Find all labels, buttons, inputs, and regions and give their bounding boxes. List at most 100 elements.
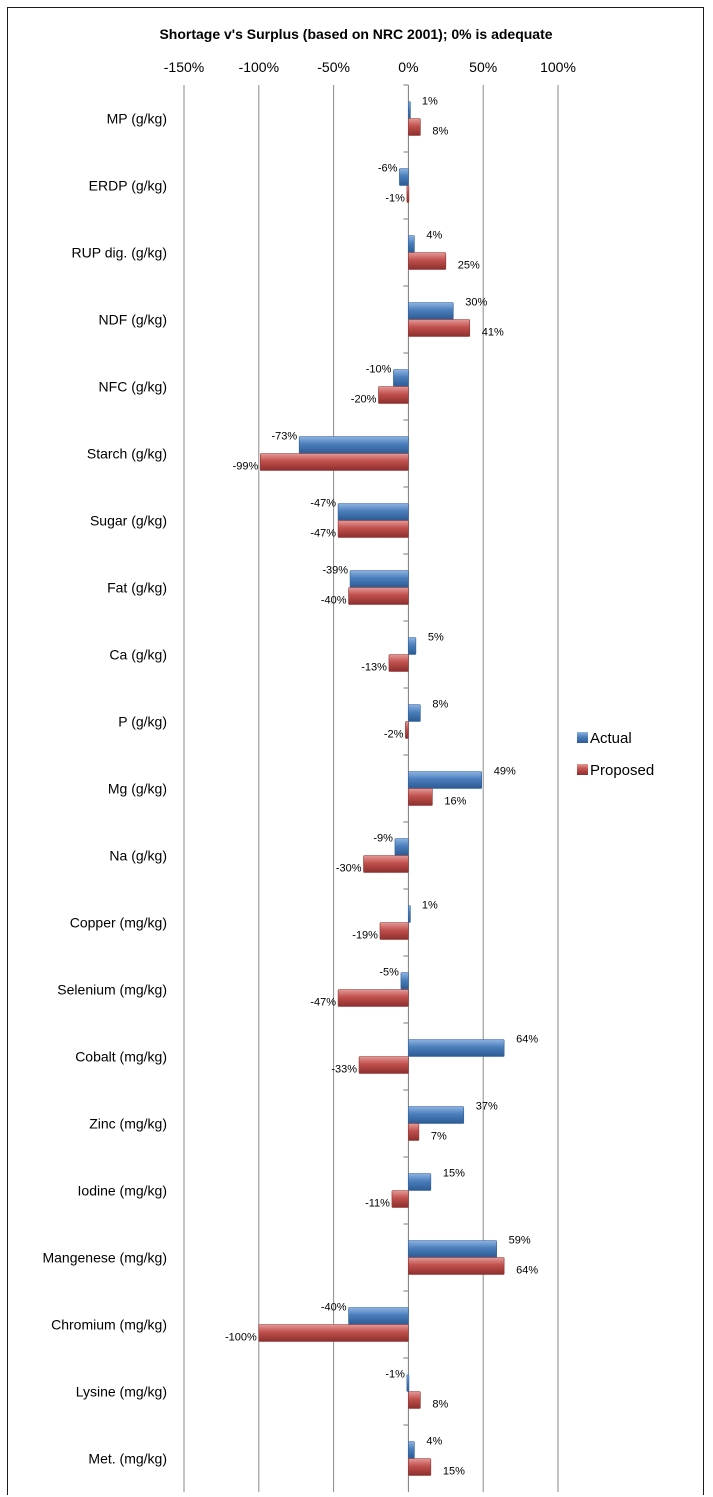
- data-label: 64%: [516, 1265, 538, 1277]
- legend-swatch-proposed: [577, 764, 588, 775]
- bar-actual: [408, 235, 415, 253]
- bar-actual: [408, 771, 483, 789]
- data-label: 7%: [431, 1131, 447, 1143]
- data-label: -5%: [379, 967, 399, 979]
- data-label: -10%: [366, 364, 392, 376]
- data-label: 4%: [426, 230, 442, 242]
- category-label: Mangenese (mg/kg): [42, 1250, 167, 1266]
- bar-actual: [408, 637, 417, 655]
- bar-actual: [408, 1039, 505, 1057]
- data-label: 15%: [443, 1466, 465, 1478]
- category-label: Cobalt (mg/kg): [75, 1049, 167, 1065]
- zero-axis: [403, 84, 409, 1492]
- category-label: NDF (g/kg): [99, 312, 167, 328]
- bars: 1% 8% -6% -1% 4% 25% 30% 41% -10% -20% -73% -99% -47…: [225, 96, 538, 1478]
- category-label: Chromium (mg/kg): [51, 1317, 167, 1333]
- data-label: -6%: [378, 163, 398, 175]
- legend: Actual Proposed: [577, 730, 654, 779]
- x-tick-label: -100%: [239, 59, 279, 75]
- bar-proposed: [348, 587, 409, 605]
- bar-proposed: [337, 520, 409, 538]
- bar-actual: [408, 905, 411, 923]
- legend-label-proposed: Proposed: [590, 762, 654, 779]
- bar-proposed: [379, 922, 409, 940]
- data-label: -11%: [365, 1198, 390, 1210]
- bar-actual: [408, 101, 411, 119]
- data-label: -2%: [384, 729, 404, 741]
- data-label: 8%: [432, 126, 448, 138]
- bar-actual: [408, 1106, 465, 1124]
- data-label: -47%: [310, 528, 336, 540]
- data-label: 59%: [509, 1235, 531, 1247]
- data-label: -73%: [272, 431, 298, 443]
- bar-proposed: [391, 1190, 409, 1208]
- category-label: Na (g/kg): [109, 848, 167, 864]
- category-label: Iodine (mg/kg): [78, 1183, 167, 1199]
- data-label: 64%: [516, 1034, 538, 1046]
- data-label: 8%: [432, 1399, 448, 1411]
- bar-actual: [394, 838, 409, 856]
- bar-proposed: [406, 185, 410, 203]
- data-label: -33%: [331, 1064, 357, 1076]
- data-label: 25%: [458, 260, 480, 272]
- data-label: -100%: [225, 1332, 257, 1344]
- bar-proposed: [408, 1391, 421, 1409]
- data-label: -13%: [361, 662, 387, 674]
- x-tick-label: 50%: [469, 59, 497, 75]
- legend-swatch-actual: [577, 732, 588, 743]
- data-label: -40%: [321, 1302, 347, 1314]
- data-label: -47%: [310, 997, 336, 1009]
- category-label: Zinc (mg/kg): [89, 1116, 167, 1132]
- x-tick-label: 100%: [540, 59, 576, 75]
- data-label: 8%: [432, 699, 448, 711]
- chart-frame: [7, 7, 704, 1495]
- bar-proposed: [388, 654, 409, 672]
- data-label: 49%: [494, 766, 516, 778]
- bar-proposed: [408, 319, 471, 337]
- bar-actual: [400, 972, 409, 990]
- bar-proposed: [358, 1056, 409, 1074]
- bar-proposed: [408, 1458, 432, 1476]
- category-label: Copper (mg/kg): [70, 915, 167, 931]
- bar-proposed: [363, 855, 409, 873]
- category-label: MP (g/kg): [107, 111, 167, 127]
- bar-actual: [349, 570, 409, 588]
- bar-proposed: [337, 989, 409, 1007]
- data-label: -20%: [351, 394, 377, 406]
- bar-proposed: [408, 252, 447, 270]
- data-label: -40%: [321, 595, 347, 607]
- category-label: Lysine (mg/kg): [76, 1384, 167, 1400]
- data-label: 15%: [443, 1168, 465, 1180]
- x-axis-ticks: -150% -100% -50% 0% 50% 100%: [164, 59, 576, 75]
- bar-actual: [408, 302, 454, 320]
- bar-proposed: [408, 1123, 420, 1141]
- bar-actual: [393, 369, 409, 387]
- data-label: 1%: [422, 96, 438, 108]
- bar-proposed: [408, 1257, 505, 1275]
- data-label: 1%: [422, 900, 438, 912]
- x-tick-label: 0%: [398, 59, 418, 75]
- bar-proposed: [258, 1324, 409, 1342]
- data-label: -47%: [310, 498, 336, 510]
- category-label: ERDP (g/kg): [89, 178, 167, 194]
- bar-proposed: [408, 118, 421, 136]
- data-label: -1%: [385, 1369, 405, 1381]
- data-label: -1%: [385, 193, 405, 205]
- data-label: 37%: [476, 1101, 498, 1113]
- bar-proposed: [405, 721, 409, 739]
- data-label: -99%: [233, 461, 259, 473]
- bar-actual: [399, 168, 409, 186]
- bar-proposed: [408, 788, 433, 806]
- chart-title: Shortage v's Surplus (based on NRC 2001)…: [159, 26, 552, 42]
- bar-actual: [406, 1374, 410, 1392]
- category-label: Sugar (g/kg): [90, 513, 167, 529]
- bar-actual: [408, 1173, 432, 1191]
- x-tick-label: -150%: [164, 59, 204, 75]
- category-label: Fat (g/kg): [107, 580, 167, 596]
- bar-actual: [348, 1307, 409, 1325]
- data-label: -19%: [352, 930, 378, 942]
- data-label: -39%: [322, 565, 348, 577]
- category-labels: MP (g/kg) ERDP (g/kg) RUP dig. (g/kg) NDF (…: [42, 111, 167, 1467]
- bar-proposed: [378, 386, 409, 404]
